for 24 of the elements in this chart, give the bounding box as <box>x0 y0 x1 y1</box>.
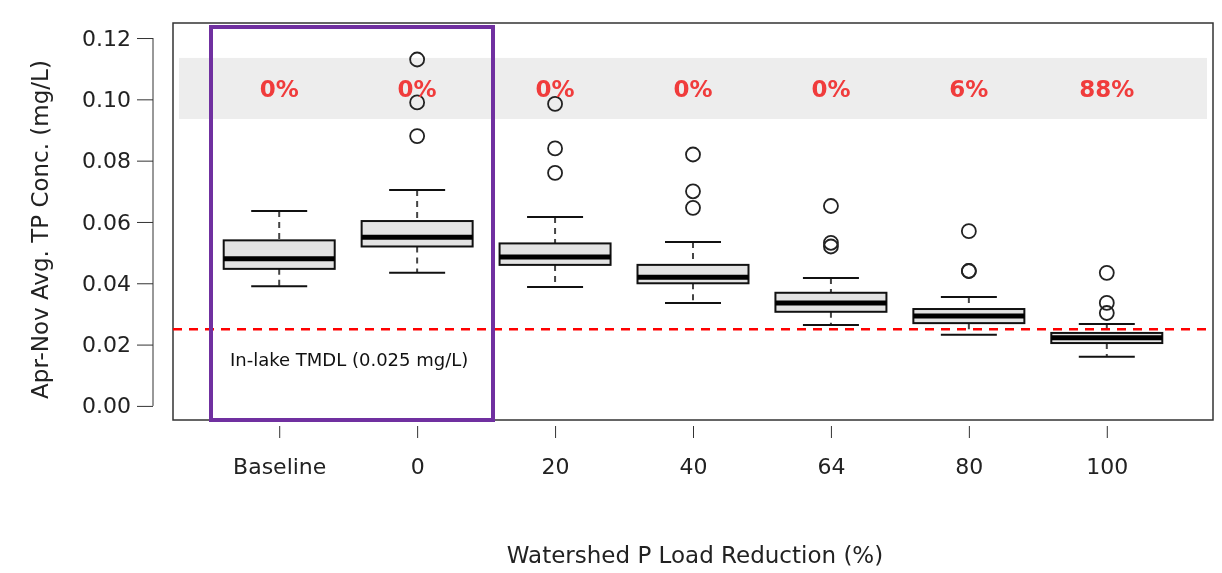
annotation: 6% <box>949 75 989 102</box>
y-tick-label: 0.00 <box>82 393 131 419</box>
x-tick-label: Baseline <box>233 453 327 479</box>
annotation: 88% <box>1079 75 1135 102</box>
x-axis-title: Watershed P Load Reduction (%) <box>506 542 884 568</box>
annotation: 0% <box>397 75 437 102</box>
x-tick-label: 20 <box>541 453 570 479</box>
annotation: 0% <box>673 75 713 102</box>
y-tick-label: 0.04 <box>82 270 131 296</box>
y-tick-label: 0.02 <box>82 332 131 358</box>
x-tick-label: 100 <box>1086 453 1129 479</box>
ref-line-label: In-lake TMDL (0.025 mg/L) <box>230 349 469 371</box>
y-tick-label: 0.08 <box>82 148 131 174</box>
x-tick-label: 40 <box>679 453 708 479</box>
y-axis-title: Apr-Nov Avg. TP Conc. (mg/L) <box>27 60 53 399</box>
y-tick-label: 0.10 <box>82 86 131 112</box>
annotation: 0% <box>535 75 575 102</box>
annotation: 0% <box>259 75 299 102</box>
y-tick-label: 0.06 <box>82 209 131 235</box>
x-tick-label: 80 <box>955 453 984 479</box>
y-tick-label: 0.12 <box>82 25 131 51</box>
x-tick-label: 0 <box>410 453 425 479</box>
annotation: 0% <box>811 75 851 102</box>
x-tick-label: 64 <box>817 453 846 479</box>
